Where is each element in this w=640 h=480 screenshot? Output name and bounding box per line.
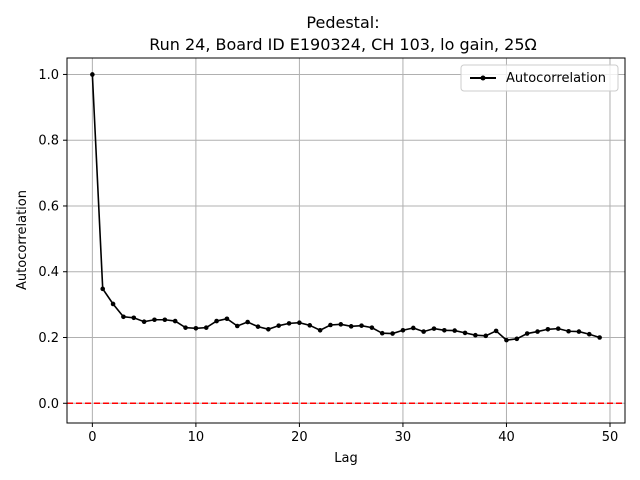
data-point	[462, 330, 468, 336]
data-point	[359, 323, 364, 328]
y-tick-label: 0.6	[38, 199, 59, 214]
data-point	[410, 325, 416, 331]
legend: Autocorrelation	[460, 64, 619, 92]
data-point	[297, 320, 302, 326]
chart-title-line2: Run 24, Board ID E190324, CH 103, lo gai…	[149, 35, 537, 54]
data-point	[203, 325, 209, 330]
x-tick-label: 40	[498, 430, 515, 445]
data-point	[379, 330, 385, 336]
data-point	[348, 324, 354, 329]
data-point	[338, 322, 344, 327]
data-point	[421, 329, 426, 334]
x-tick-label: 30	[395, 430, 412, 445]
data-point	[566, 328, 571, 334]
data-point	[431, 326, 437, 331]
x-tick-label: 20	[291, 430, 308, 445]
data-point	[400, 327, 406, 333]
x-tick-label: 0	[88, 430, 96, 445]
y-ticks: 0.0 0.2 0.4 0.6 0.8 1.0	[38, 68, 67, 412]
legend-label: Autocorrelation	[506, 71, 606, 86]
x-ticks: 0 10 20 30 40 50	[88, 423, 618, 445]
data-point	[193, 325, 199, 331]
data-point	[535, 329, 540, 334]
data-point	[524, 331, 530, 336]
data-point	[255, 324, 261, 329]
data-point	[172, 318, 178, 324]
data-point	[100, 286, 106, 292]
data-point	[317, 327, 323, 333]
data-point	[390, 331, 395, 336]
data-point	[597, 335, 602, 340]
y-tick-label: 0.0	[38, 397, 59, 412]
data-point	[483, 333, 489, 339]
data-point	[514, 336, 520, 342]
data-point	[369, 325, 375, 330]
data-point	[224, 316, 230, 322]
data-point	[110, 301, 116, 307]
data-point	[473, 332, 478, 338]
y-tick-label: 0.2	[38, 331, 59, 346]
x-axis-label: Lag	[334, 451, 357, 466]
series-group	[90, 72, 602, 343]
data-point	[245, 319, 250, 325]
x-tick-label: 10	[188, 430, 205, 445]
data-point	[183, 325, 188, 330]
autocorrelation-series-line	[91, 74, 600, 341]
data-point	[276, 323, 282, 328]
data-point	[286, 321, 292, 326]
data-point	[307, 323, 313, 328]
data-point	[545, 326, 551, 332]
data-point	[131, 315, 137, 321]
plot-frame	[66, 57, 626, 424]
y-tick-label: 1.0	[38, 68, 59, 83]
y-tick-label: 0.4	[38, 265, 59, 280]
y-tick-label: 0.8	[38, 134, 59, 149]
data-point	[328, 322, 333, 328]
chart-title-line1: Pedestal:	[306, 13, 379, 32]
data-point	[504, 337, 509, 343]
x-tick-label: 50	[602, 430, 619, 445]
legend-marker-swatch	[480, 75, 486, 81]
data-point	[90, 72, 95, 77]
data-point	[442, 327, 447, 333]
data-point	[141, 319, 147, 325]
data-point	[152, 317, 157, 323]
data-point	[121, 314, 126, 320]
data-point	[234, 323, 240, 329]
grid-lines	[67, 58, 625, 423]
data-point	[452, 328, 458, 333]
data-point	[214, 318, 219, 324]
data-point	[266, 326, 271, 332]
data-point	[555, 326, 561, 331]
data-point	[586, 331, 592, 337]
data-point	[493, 328, 499, 334]
legend-box	[460, 64, 619, 92]
y-axis-label: Autocorrelation	[15, 190, 30, 290]
data-point	[576, 329, 582, 334]
data-point	[162, 317, 168, 323]
